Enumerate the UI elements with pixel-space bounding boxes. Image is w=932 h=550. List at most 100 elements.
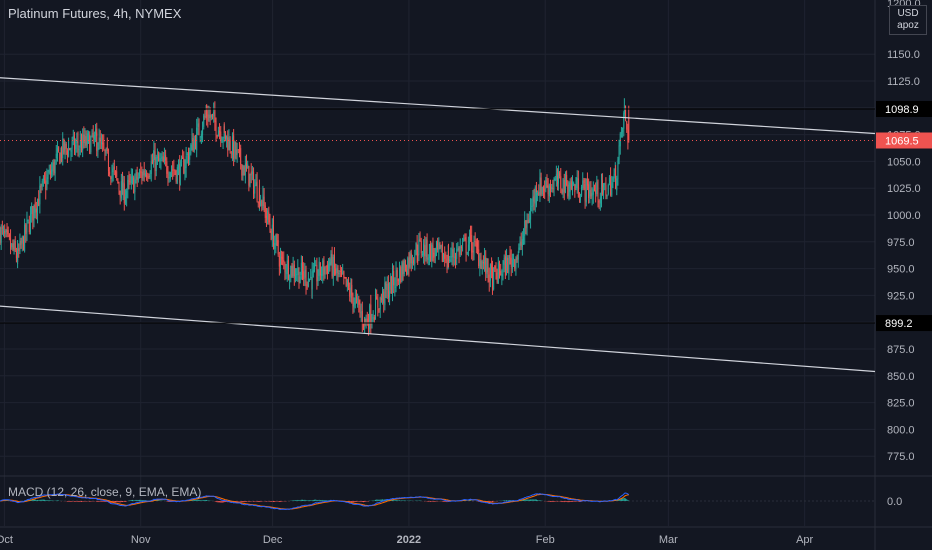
candle-body: [423, 243, 425, 256]
candle-body: [73, 136, 75, 151]
currency-unit-button[interactable]: USD apoz: [889, 5, 927, 35]
candle-body: [25, 224, 27, 234]
candle-body: [579, 197, 581, 201]
candle-body: [626, 121, 628, 130]
candle-body: [322, 260, 324, 276]
macd-histogram-bar: [619, 498, 621, 501]
macd-histogram-bar: [119, 501, 121, 503]
candle-body: [567, 184, 569, 197]
macd-histogram-bar: [33, 499, 35, 501]
candle-body: [261, 200, 263, 206]
macd-histogram-bar: [206, 500, 208, 501]
macd-histogram-bar: [310, 500, 312, 501]
candle-body: [179, 163, 181, 184]
macd-histogram-bar: [322, 499, 324, 501]
candle-body: [21, 236, 23, 244]
candle-body: [519, 240, 521, 247]
candle-body: [566, 175, 568, 186]
candle-body: [597, 181, 599, 201]
candle-body: [96, 128, 98, 136]
macd-histogram-bar: [241, 501, 243, 503]
candle-body: [532, 196, 534, 207]
candle-body: [434, 248, 436, 257]
macd-histogram-bar: [230, 501, 232, 503]
macd-histogram-bar: [137, 499, 139, 501]
candle-body: [306, 284, 308, 286]
candle-body: [156, 156, 158, 159]
candle-body: [601, 182, 603, 199]
candle-body: [451, 247, 453, 258]
macd-histogram-bar: [365, 501, 367, 502]
trendline-lower: [0, 305, 876, 373]
candle-body: [69, 148, 71, 151]
macd-histogram-bar: [360, 501, 362, 502]
candle-body: [213, 111, 215, 117]
candle-body: [361, 310, 363, 324]
macd-histogram-bar: [219, 501, 221, 503]
level-label: 899.2: [885, 318, 913, 330]
macd-histogram-bar: [35, 500, 37, 501]
macd-histogram-bar: [567, 501, 569, 503]
candle-body: [622, 127, 624, 133]
candle-body: [402, 263, 404, 275]
candle-body: [518, 247, 520, 253]
macd-histogram-bar: [530, 499, 532, 501]
candle-body: [102, 142, 104, 145]
candle-body: [33, 204, 35, 219]
macd-histogram-bar: [69, 501, 71, 502]
candle-body: [159, 158, 161, 162]
macd-histogram-bar: [76, 501, 78, 502]
macd-histogram-bar: [618, 499, 620, 501]
macd-histogram-bar: [77, 501, 79, 502]
candle-body: [227, 137, 229, 151]
candle-body: [143, 170, 145, 176]
candle-body: [330, 253, 332, 264]
macd-histogram-bar: [140, 499, 142, 501]
macd-histogram-bar: [168, 501, 170, 502]
candle-body: [199, 136, 201, 138]
x-tick-label: Nov: [131, 534, 151, 546]
candle-body: [180, 158, 182, 162]
candle-body: [336, 267, 338, 274]
candle-body: [96, 134, 98, 151]
macd-histogram-bar: [324, 500, 326, 501]
macd-histogram-bar: [135, 499, 137, 501]
macd-histogram-bar: [220, 501, 222, 503]
candle-body: [513, 258, 515, 260]
candle-body: [58, 146, 60, 152]
candle-body: [396, 270, 398, 277]
candle-body: [257, 201, 259, 204]
candle-body: [165, 155, 167, 161]
candle-body: [256, 181, 258, 201]
x-tick-label: Apr: [796, 534, 813, 546]
candle-body: [272, 224, 274, 249]
candle-body: [616, 178, 618, 191]
macd-histogram-bar: [292, 500, 294, 501]
macd-histogram-bar: [46, 500, 48, 501]
macd-histogram-bar: [275, 501, 277, 502]
candle-body: [107, 153, 109, 171]
candle-body: [47, 174, 49, 179]
candle-body: [339, 271, 341, 273]
macd-histogram-bar: [523, 499, 525, 501]
candle-body: [353, 302, 355, 308]
macd-histogram-bar: [243, 501, 245, 503]
candle-body: [284, 262, 286, 272]
candle-body: [136, 171, 138, 180]
macd-histogram-bar: [531, 499, 533, 501]
macd-indicator-label[interactable]: MACD (12, 26, close, 9, EMA, EMA): [8, 485, 202, 499]
candle-body: [304, 269, 306, 278]
macd-histogram-bar: [73, 501, 75, 502]
macd-histogram-bar: [242, 501, 244, 503]
candle-body: [300, 262, 302, 275]
candle-body: [438, 243, 440, 251]
macd-histogram-bar: [527, 499, 529, 501]
macd-histogram-bar: [352, 501, 354, 503]
candle-body: [486, 258, 488, 273]
candle-body: [469, 231, 471, 234]
candle-body: [328, 263, 330, 274]
candle-body: [185, 155, 187, 169]
candle-body: [147, 176, 149, 178]
macd-histogram-bar: [253, 501, 255, 502]
